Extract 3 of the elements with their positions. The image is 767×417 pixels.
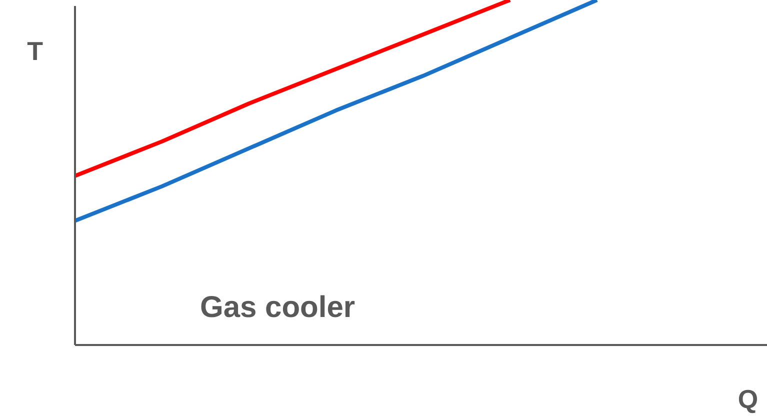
x-axis-title: Q bbox=[738, 384, 758, 414]
annotation: Gas cooler bbox=[200, 291, 356, 324]
y-axis-title: T bbox=[27, 36, 44, 66]
